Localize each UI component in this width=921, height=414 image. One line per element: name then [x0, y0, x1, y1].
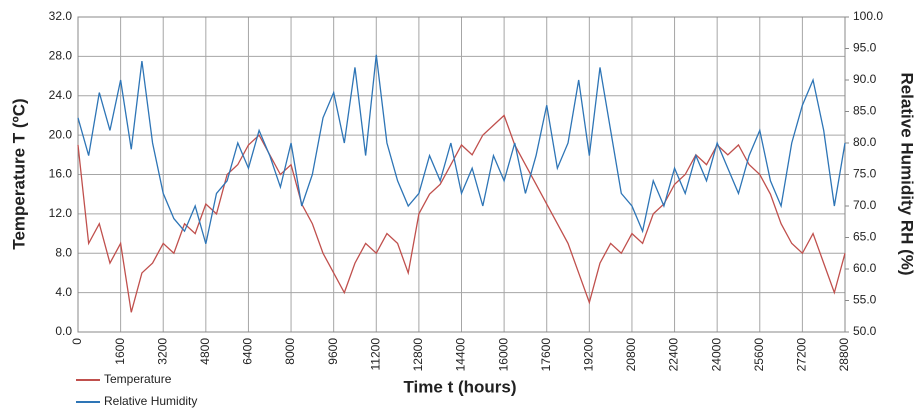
y-tick-label: 28.0	[49, 49, 73, 63]
x-tick-label: 17600	[539, 338, 553, 372]
y-tick-label: 8.0	[55, 245, 72, 259]
y-tick-label: 32.0	[49, 9, 73, 23]
series-line	[77, 54, 846, 244]
x-tick-label: 4800	[198, 338, 212, 365]
x-tick-label: 20800	[624, 338, 638, 372]
y-tick-label: 24.0	[49, 88, 73, 102]
x-tick-label: 25600	[752, 338, 766, 372]
y2-tick-label: 95.0	[853, 41, 877, 55]
x-tick-label: 24000	[709, 338, 723, 372]
y-axis-label: Temperature T (ºC)	[9, 98, 28, 249]
legend-label: Relative Humidity	[104, 394, 197, 408]
y-tick-label: 4.0	[55, 285, 72, 299]
x-tick-label: 28800	[837, 338, 851, 372]
x-tick-label: 19200	[582, 338, 596, 372]
x-tick-label: 12800	[411, 338, 425, 372]
y2-axis-label: Relative Humidity RH (%)	[898, 72, 917, 275]
y2-tick-label: 65.0	[853, 230, 877, 244]
x-tick-label: 16000	[496, 338, 510, 372]
y2-tick-label: 75.0	[853, 167, 877, 181]
y2-tick-label: 50.0	[853, 324, 877, 338]
plot-frame	[77, 16, 846, 333]
y2-tick-label: 60.0	[853, 261, 877, 275]
x-tick-label: 0	[70, 338, 84, 345]
x-tick-label: 27200	[795, 338, 809, 372]
x-tick-label: 14400	[454, 338, 468, 372]
y2-tick-label: 85.0	[853, 104, 877, 118]
y2-tick-label: 100.0	[853, 9, 883, 23]
y2-tick-label: 70.0	[853, 198, 877, 212]
y-tick-label: 12.0	[49, 206, 73, 220]
x-tick-label: 22400	[667, 338, 681, 372]
x-tick-label: 6400	[241, 338, 255, 365]
y2-tick-label: 80.0	[853, 135, 877, 149]
y-tick-label: 16.0	[49, 167, 73, 181]
y-tick-label: 0.0	[55, 324, 72, 338]
y2-tick-label: 55.0	[853, 293, 877, 307]
legend-label: Temperature	[104, 372, 172, 386]
x-tick-label: 8000	[283, 338, 297, 365]
x-tick-label: 3200	[155, 338, 169, 365]
y-tick-label: 20.0	[49, 127, 73, 141]
y2-tick-label: 90.0	[853, 72, 877, 86]
x-tick-label: 9600	[326, 338, 340, 365]
x-axis-label: Time t (hours)	[403, 377, 516, 396]
x-tick-label: 1600	[113, 338, 127, 365]
x-tick-label: 11200	[368, 338, 382, 371]
